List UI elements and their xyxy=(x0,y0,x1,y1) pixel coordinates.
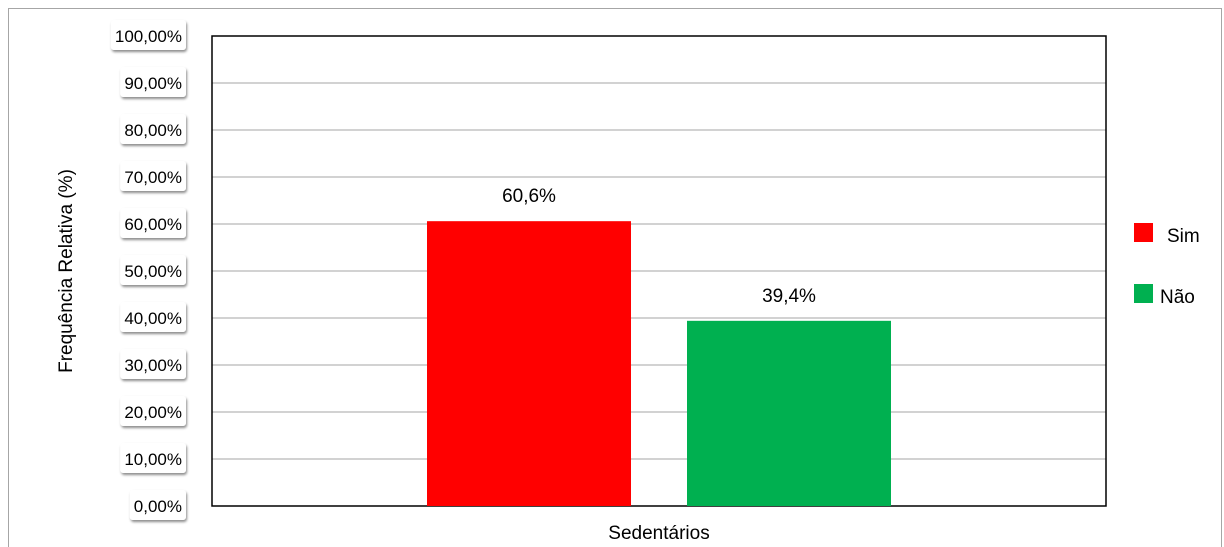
y-tick: 90,00% xyxy=(120,67,186,97)
y-tick-label: 80,00% xyxy=(124,121,182,140)
y-tick-label: 90,00% xyxy=(124,74,182,93)
legend-item: Não xyxy=(1134,284,1195,308)
y-tick: 20,00% xyxy=(120,396,186,426)
y-tick-label: 20,00% xyxy=(124,403,182,422)
data-label: 60,6% xyxy=(502,186,556,207)
y-tick: 70,00% xyxy=(120,161,186,191)
y-tick-box xyxy=(120,255,186,285)
y-tick-label: 70,00% xyxy=(124,168,182,187)
y-tick-label: 0,00% xyxy=(134,497,182,516)
y-tick-box xyxy=(120,208,186,238)
y-tick-box xyxy=(120,302,186,332)
legend-label: Não xyxy=(1160,287,1195,308)
x-axis-ticks: Sedentários xyxy=(608,523,709,544)
x-tick-label: Sedentários xyxy=(608,523,709,544)
y-tick: 0,00% xyxy=(129,490,186,520)
y-tick-label: 60,00% xyxy=(124,215,182,234)
y-axis-ticks: 0,00% 10,00% 20,00% 30,00% 40,00% 50,00% 60,00… xyxy=(110,20,186,520)
y-tick-label: 100,00% xyxy=(115,27,182,46)
y-tick-box xyxy=(120,396,186,426)
y-tick: 60,00% xyxy=(120,208,186,238)
y-axis-label: Frequência Relativa (%) xyxy=(56,169,77,373)
data-label: 39,4% xyxy=(762,286,816,307)
y-tick-box xyxy=(120,443,186,473)
y-tick-box xyxy=(129,490,186,520)
y-tick-box xyxy=(120,114,186,144)
legend-swatch xyxy=(1134,223,1153,242)
y-tick-box xyxy=(120,349,186,379)
y-tick-label: 50,00% xyxy=(124,262,182,281)
y-tick-box xyxy=(120,161,186,191)
legend-label: Sim xyxy=(1167,226,1200,247)
y-tick-label: 40,00% xyxy=(124,309,182,328)
y-tick-label: 30,00% xyxy=(124,356,182,375)
bars xyxy=(427,221,891,506)
y-tick-box xyxy=(110,20,186,50)
legend: Sim Não xyxy=(1134,223,1200,308)
y-tick-box xyxy=(120,67,186,97)
chart-frame xyxy=(8,8,1222,547)
bar-sim xyxy=(427,221,631,506)
data-labels: 60,6% 39,4% xyxy=(502,186,816,307)
y-tick: 30,00% xyxy=(120,349,186,379)
bar-nao xyxy=(687,320,891,506)
y-tick: 10,00% xyxy=(120,443,186,473)
y-tick: 50,00% xyxy=(120,255,186,285)
y-tick: 40,00% xyxy=(120,302,186,332)
y-tick: 100,00% xyxy=(110,20,186,50)
legend-swatch xyxy=(1134,284,1153,303)
y-tick-label: 10,00% xyxy=(124,450,182,469)
plot-area xyxy=(211,35,1107,507)
gridlines xyxy=(212,82,1106,460)
legend-item: Sim xyxy=(1134,223,1200,247)
y-tick: 80,00% xyxy=(120,114,186,144)
